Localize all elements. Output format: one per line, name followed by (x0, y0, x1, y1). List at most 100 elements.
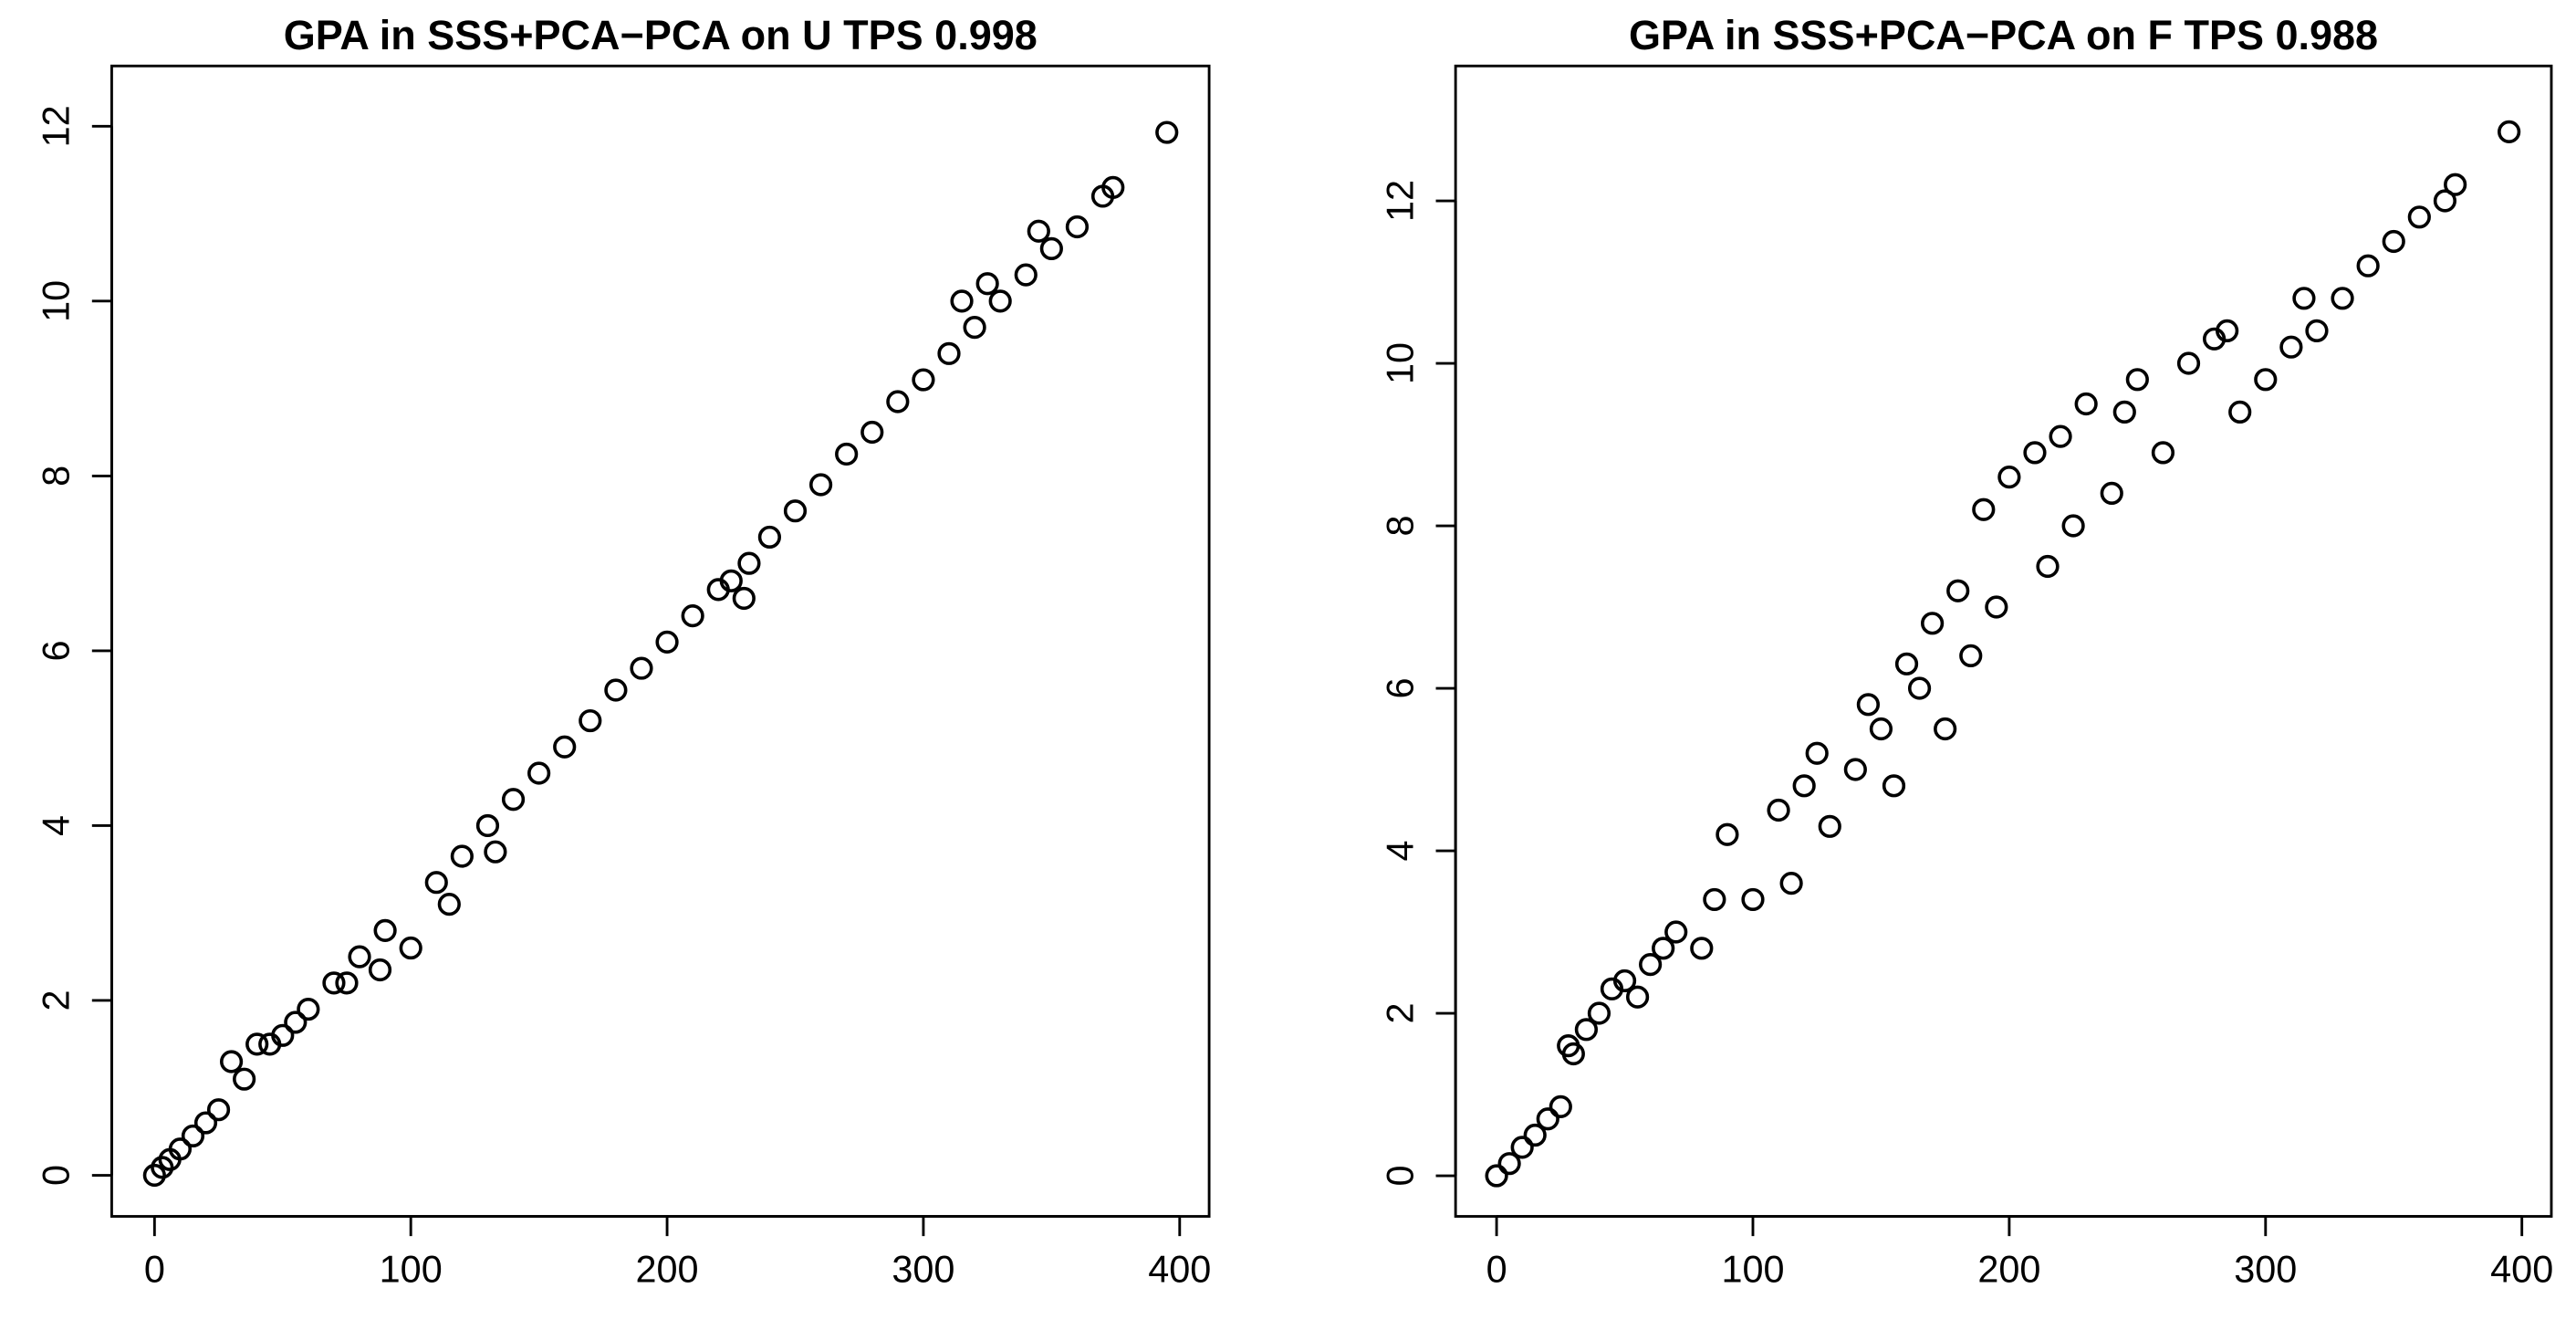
scatter-point (2356, 254, 2380, 278)
scatter-point (1664, 920, 1688, 944)
scatter-point (1972, 497, 1996, 521)
scatter-point (1101, 175, 1125, 199)
scatter-point (886, 390, 910, 414)
scatter-point (912, 368, 935, 392)
scatter-point (1894, 652, 1919, 675)
scatter-point (719, 569, 743, 592)
scatter-point (1856, 693, 1880, 717)
scatter-point (322, 971, 346, 995)
scatter-point (2382, 229, 2405, 254)
scatter-point (2125, 368, 2149, 392)
x-tick-label: 100 (1721, 1249, 1784, 1291)
scatter-point (1639, 953, 1663, 977)
scatter-point (1716, 822, 1739, 846)
scatter-point (988, 289, 1012, 313)
scatter-point (1985, 595, 2008, 619)
chart-title: GPA in SSS+PCA−PCA on U TPS 0.998 (284, 12, 1038, 58)
y-tick-label: 6 (1379, 677, 1421, 698)
scatter-point (1497, 1152, 1521, 1176)
scatter-point (2407, 205, 2431, 229)
scatter-point (1703, 887, 1726, 912)
scatter-point (193, 1111, 218, 1135)
scatter-point (424, 871, 448, 895)
x-tick-label: 0 (1486, 1249, 1507, 1291)
x-tick-label: 300 (892, 1249, 954, 1291)
scatter-point (335, 971, 359, 995)
scatter-point (501, 788, 526, 812)
scatter-point (579, 708, 602, 733)
scatter-point (206, 1098, 231, 1122)
scatter-point (1065, 215, 1090, 239)
y-tick-label: 8 (36, 466, 78, 487)
scatter-point (1907, 676, 1932, 700)
y-tick-label: 8 (1379, 515, 1421, 536)
scatter-point (1155, 120, 1179, 144)
scatter-point (1741, 887, 1765, 912)
scatter-point (2433, 189, 2457, 213)
scatter-point (168, 1137, 193, 1161)
scatter-point (1523, 1123, 1547, 1147)
scatter-point (1014, 263, 1038, 287)
scatter-point (181, 1124, 205, 1148)
scatter-point (1625, 985, 1650, 1009)
scatter-point (1818, 814, 1841, 838)
scatter-point (950, 289, 974, 313)
scatter-point (484, 840, 507, 864)
scatter-point (1612, 969, 1637, 993)
scatter-point (1805, 741, 1829, 765)
scatter-point (297, 997, 320, 1021)
scatter-point (835, 442, 859, 466)
scatter-point (245, 1032, 269, 1056)
scatter-point (1792, 774, 1816, 798)
y-tick-label: 0 (1379, 1166, 1421, 1187)
scatter-point (399, 936, 422, 960)
scatter-point (604, 678, 628, 702)
scatter-point (2112, 400, 2136, 424)
scatter-point (271, 1023, 295, 1047)
y-tick-label: 4 (36, 815, 78, 836)
scatter-point (553, 735, 577, 759)
scatter-point (1767, 798, 1790, 822)
scatter-point (1027, 219, 1050, 243)
scatter-point (937, 341, 961, 365)
y-tick-label: 10 (1379, 342, 1421, 384)
scatter-point (368, 958, 392, 982)
scatter-point (1690, 937, 1714, 960)
scatter-point (2254, 368, 2278, 392)
scatter-point (681, 604, 704, 628)
scatter-point (2498, 120, 2521, 143)
scatter-point (1485, 1164, 1508, 1188)
scatter-point (2100, 481, 2123, 506)
scatter-point (142, 1163, 166, 1188)
scatter-point (1779, 872, 1803, 895)
x-tick-label: 100 (380, 1249, 443, 1291)
scatter-point (732, 586, 756, 611)
scatter-point (1039, 236, 1063, 261)
scatter-point (975, 272, 999, 296)
scatter-point (233, 1067, 256, 1091)
chart-title: GPA in SSS+PCA−PCA on F TPS 0.988 (1629, 12, 2378, 58)
scatter-point (1549, 1094, 1572, 1118)
x-tick-label: 400 (1148, 1249, 1211, 1291)
scatter-point (1561, 1042, 1585, 1066)
scatter-point (2176, 351, 2201, 375)
scatter-point (475, 813, 500, 838)
scatter-point (1587, 1001, 1611, 1025)
y-tick-label: 2 (36, 990, 78, 1011)
scatter-point (2023, 441, 2047, 465)
scatter-point (373, 918, 397, 942)
scatter-point (2151, 441, 2175, 465)
y-tick-label: 12 (36, 105, 78, 147)
x-tick-label: 0 (144, 1249, 165, 1291)
scatter-point (1536, 1107, 1559, 1131)
scatter-point (1869, 717, 1893, 741)
y-tick-label: 4 (1379, 841, 1421, 862)
scatter-point (219, 1050, 244, 1073)
y-tick-label: 0 (36, 1165, 78, 1186)
scatter-point (1921, 612, 1945, 635)
x-tick-label: 200 (1977, 1249, 2040, 1291)
y-tick-label: 12 (1379, 180, 1421, 222)
scatter-point (2331, 287, 2354, 310)
scatter-point (2049, 424, 2072, 448)
